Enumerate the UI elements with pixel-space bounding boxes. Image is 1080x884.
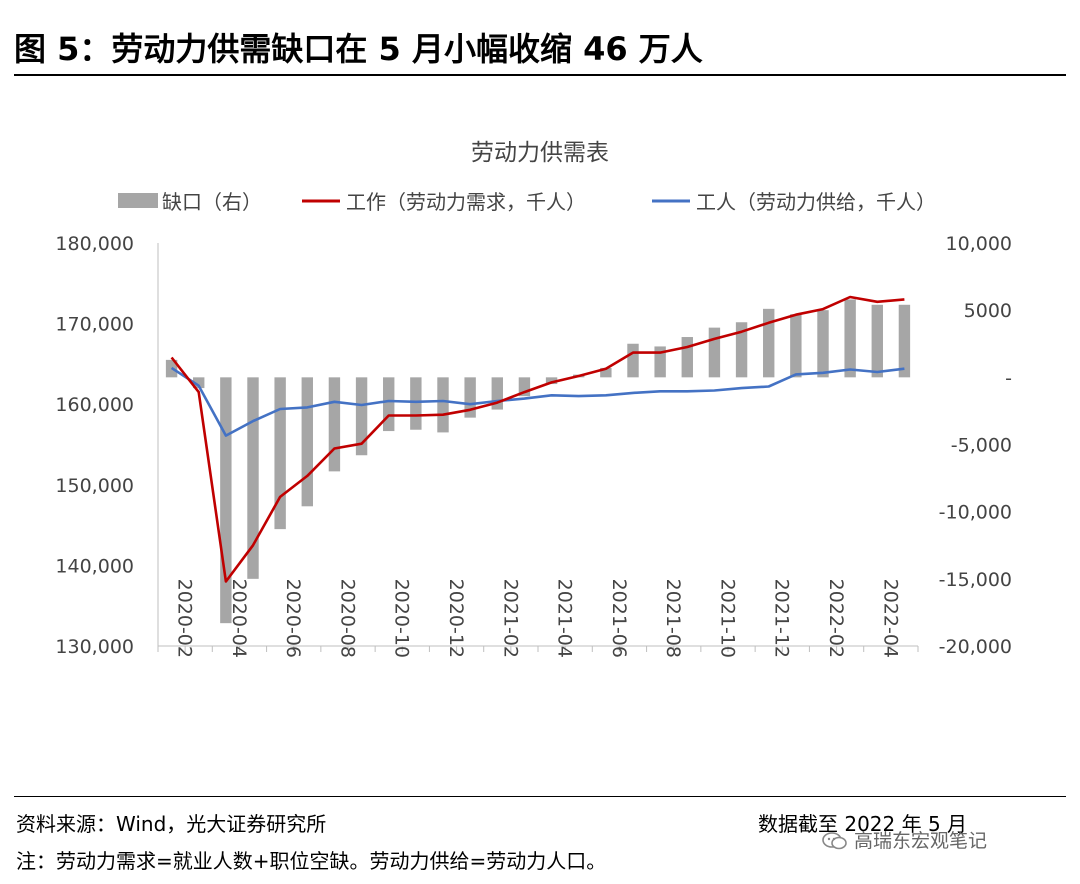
gap-bar (600, 367, 612, 378)
x-axis-tick-label: 2021-04 (554, 579, 576, 658)
right-axis-tick-label: 5000 (964, 300, 1012, 322)
line-series (170, 295, 905, 583)
labor-supply-demand-chart: 劳动力供需表 缺口（右） 工作（劳动力需求，千人） 工人（劳动力供给，千人） 1… (55, 140, 1012, 658)
gap-bar (817, 310, 829, 378)
x-axis-tick-label: 2020-06 (282, 579, 304, 658)
legend-label-gap: 缺口（右） (162, 190, 262, 214)
gap-bar (545, 377, 558, 385)
gap-bar (627, 343, 639, 378)
gap-bar (301, 377, 313, 507)
x-axis-tick-label: 2022-02 (825, 579, 847, 658)
x-axis-tick-label: 2021-10 (716, 579, 738, 658)
legend-swatch-gap (118, 193, 158, 208)
gap-bar (328, 377, 341, 472)
gap-bar (383, 377, 395, 432)
right-axis-tick-label: -5,000 (951, 435, 1012, 457)
title-rule (14, 74, 1066, 76)
left-axis-ticks: 130,000 140,000 150,000 160,000 170,000 180,0… (55, 233, 134, 658)
x-axis-tick-label: 2020-02 (174, 579, 196, 658)
gap-bar (763, 308, 775, 378)
watermark: 高瑞东宏观笔记 (822, 826, 987, 853)
x-axis-tick-label: 2020-12 (445, 579, 467, 658)
x-axis-tick-label: 2022-04 (879, 579, 901, 658)
gap-bar (247, 377, 259, 579)
right-axis-tick-label: -15,000 (939, 569, 1012, 591)
gap-bar (220, 377, 232, 624)
left-axis-tick-label: 170,000 (55, 314, 134, 336)
right-axis-ticks: -20,000 -15,000 -10,000 -5,000 - 5000 10,000 (939, 233, 1012, 658)
x-axis-tick-label: 2020-08 (336, 579, 358, 658)
gap-bar (193, 377, 205, 389)
supply-line (170, 366, 905, 437)
gap-bar (735, 322, 748, 378)
x-axis-tick-label: 2021-06 (608, 579, 630, 658)
gap-bar (355, 377, 368, 456)
gap-bar (491, 377, 503, 410)
footer-rule (14, 796, 1066, 797)
right-axis-tick-label: - (1005, 367, 1012, 389)
left-axis-tick-label: 150,000 (55, 475, 134, 497)
left-axis-tick-label: 160,000 (55, 394, 134, 416)
data-cutoff-text: 数据截至 2022 年 5 月 (758, 812, 968, 836)
gap-bar (898, 304, 911, 378)
gap-bar (410, 377, 422, 430)
left-axis-tick-label: 140,000 (55, 555, 134, 577)
gap-bar (518, 377, 531, 397)
gap-bar (274, 377, 286, 530)
left-axis-tick-label: 130,000 (55, 636, 134, 658)
x-axis-tick-label: 2020-10 (391, 579, 413, 658)
source-text: 资料来源：Wind，光大证券研究所 (16, 812, 327, 836)
gap-bar (681, 337, 693, 378)
watermark-text: 高瑞东宏观笔记 (854, 830, 988, 852)
right-axis-tick-label: -10,000 (939, 502, 1012, 524)
gap-bar (464, 377, 476, 418)
x-axis-ticks: 2020-02 2020-04 2020-06 2020-08 2020-10 2020-… (157, 579, 919, 658)
gap-bar (654, 346, 666, 378)
wechat-icon (822, 832, 847, 850)
x-axis-tick-label: 2021-12 (771, 579, 793, 658)
chart-legend: 缺口（右） 工作（劳动力需求，千人） 工人（劳动力供给，千人） (118, 190, 936, 214)
gap-bar (708, 327, 721, 378)
gap-bar (437, 377, 449, 433)
gap-bars (165, 299, 911, 624)
x-axis-tick-label: 2020-04 (228, 579, 250, 658)
gap-bar (790, 314, 802, 378)
figure-title: 图 5：劳动力供需缺口在 5 月小幅收缩 46 万人 (14, 30, 703, 68)
legend-label-supply: 工人（劳动力供给，千人） (696, 190, 936, 214)
note-text: 注：劳动力需求=就业人数+职位空缺。劳动力供给=劳动力人口。 (16, 849, 607, 873)
gap-bar (844, 299, 856, 378)
right-axis-tick-label: 10,000 (946, 233, 1012, 255)
legend-label-demand: 工作（劳动力需求，千人） (346, 190, 586, 214)
right-axis-tick-label: -20,000 (939, 636, 1012, 658)
x-axis-tick-label: 2021-02 (499, 579, 521, 658)
chart-title: 劳动力供需表 (471, 140, 609, 166)
demand-line (170, 295, 905, 583)
x-axis-tick-label: 2021-08 (662, 579, 684, 658)
gap-bar (871, 304, 883, 378)
left-axis-tick-label: 180,000 (55, 233, 134, 255)
